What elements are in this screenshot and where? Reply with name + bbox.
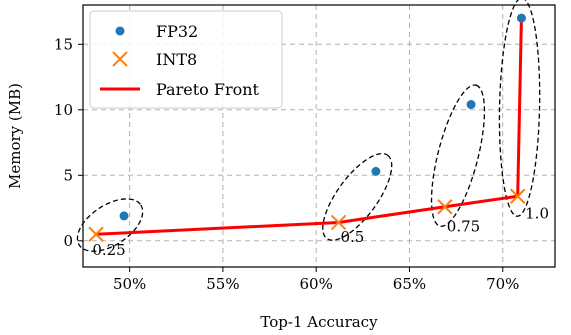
legend-int8-label: INT8 xyxy=(156,50,197,69)
x-axis-label: Top-1 Accuracy xyxy=(260,313,378,331)
int8-point xyxy=(88,226,104,242)
group-labels: 0.25 0.5 0.75 1.0 xyxy=(92,205,549,260)
data-series xyxy=(88,13,526,242)
y-tick-label: 0 xyxy=(63,232,73,250)
int8-point xyxy=(509,188,526,204)
group-ellipse xyxy=(322,152,393,241)
x-tick-label: 55% xyxy=(206,275,239,293)
y-tick-label: 5 xyxy=(63,166,73,184)
plot-frame xyxy=(82,4,556,268)
legend-box xyxy=(89,10,283,109)
axis-ticks: 50% 55% 60% 65% 70% 0 5 10 15 xyxy=(54,35,520,293)
x-tick-label: 50% xyxy=(113,275,146,293)
x-tick-label: 70% xyxy=(486,275,519,293)
y-axis-label: Memory (MB) xyxy=(6,83,24,189)
y-tick-label: 15 xyxy=(54,35,73,53)
fp32-point xyxy=(119,211,129,221)
group-ellipse xyxy=(498,0,541,217)
legend-int8-marker xyxy=(112,51,128,67)
grid-lines xyxy=(83,5,555,267)
int8-point xyxy=(437,199,453,215)
legend-pareto-label: Pareto Front xyxy=(156,80,260,99)
x-tick-label: 65% xyxy=(393,275,426,293)
int8-point xyxy=(330,214,347,231)
group-label: 1.0 xyxy=(525,205,549,223)
y-tick-label: 10 xyxy=(54,101,73,119)
legend-fp32-marker xyxy=(115,26,125,36)
x-tick-label: 60% xyxy=(300,275,333,293)
group-ellipse xyxy=(430,84,486,227)
group-label: 0.75 xyxy=(447,218,480,236)
fp32-point xyxy=(516,13,526,23)
legend-fp32-label: FP32 xyxy=(156,22,198,41)
group-label: 0.5 xyxy=(340,228,364,246)
legend: FP32 INT8 Pareto Front xyxy=(89,10,283,109)
fp32-point xyxy=(371,166,381,176)
group-label: 0.25 xyxy=(92,241,125,259)
fp32-point xyxy=(466,100,476,110)
